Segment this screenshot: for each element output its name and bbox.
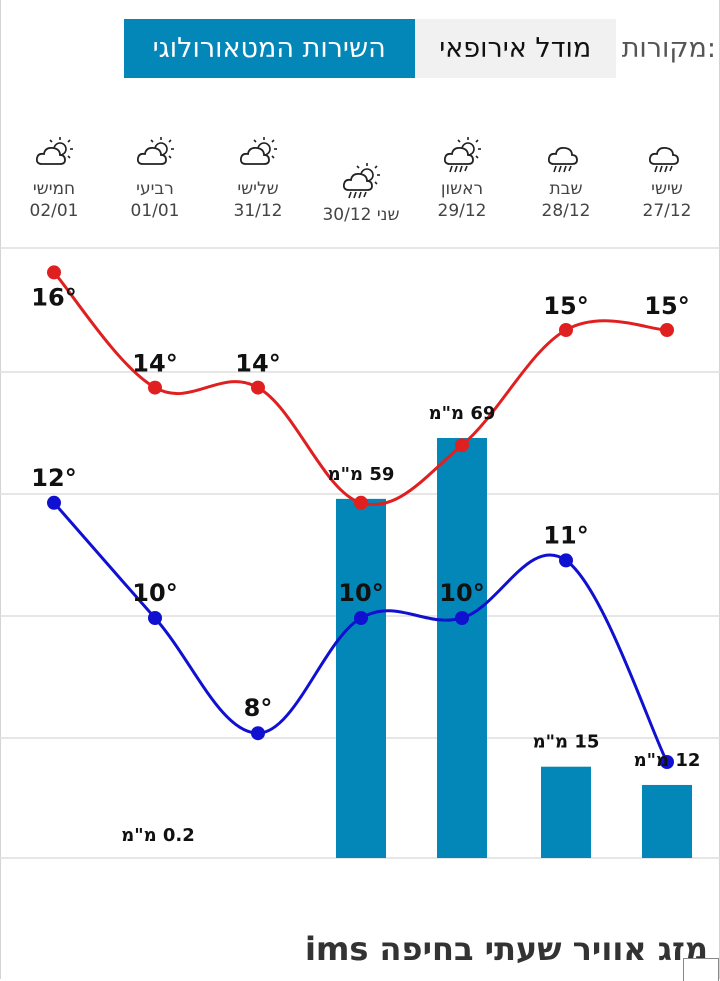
day-name: שלישי [237, 179, 279, 199]
max-temp-point [559, 323, 573, 337]
rain-label: 59 מ"מ [328, 464, 395, 485]
day-column[interactable]: שלישי 31/12 [208, 134, 308, 222]
day-column[interactable]: חמישי 02/01 [4, 134, 104, 222]
max-temp-label: 16° [31, 283, 76, 311]
day-date: 30/12 [322, 205, 372, 225]
day-date: 31/12 [233, 201, 283, 221]
day-column[interactable]: שישי 27/12 [617, 134, 717, 222]
day-name: שני [376, 205, 400, 225]
source-european-model-button[interactable]: מודל אירופאי [414, 19, 616, 78]
rain-cloud-icon [516, 134, 616, 178]
max-temp-point [660, 323, 674, 337]
rain-bar [541, 766, 591, 858]
sun-rain-cloud-icon [311, 160, 411, 204]
max-temp-point [47, 265, 61, 280]
hourly-forecast-title: מזג אוויר שעתי בחיפה ims [305, 930, 708, 968]
day-name-date: שני 30/12 [311, 204, 411, 226]
min-temp-point [455, 611, 469, 625]
max-temp-label: 15° [644, 292, 689, 320]
min-temp-point [251, 726, 265, 741]
rain-label: 15 מ"מ [533, 732, 600, 753]
forecast-chart: 15° 15° 14° 14° 16° 11° 10° 10° 8° 10° 12° 12 מ"מ 15… [0, 247, 720, 859]
day-name: שבת [549, 179, 583, 199]
rain-bar [336, 498, 386, 858]
sun-rain-cloud-icon [412, 134, 512, 178]
rain-label: 12 מ"מ [634, 750, 701, 771]
max-temp-point [251, 380, 265, 395]
min-temp-point [660, 755, 674, 769]
sun-cloud-icon [105, 134, 205, 178]
min-temp-label: 12° [31, 464, 76, 492]
source-ims-button[interactable]: השירות המטאורולוגי [123, 19, 415, 78]
min-temp-label: 11° [543, 521, 588, 549]
day-date: 27/12 [642, 201, 692, 221]
sources-bar: מקורות: מודל אירופאי השירות המטאורולוגי [123, 19, 720, 78]
day-name: חמישי [32, 179, 76, 199]
day-date: 29/12 [437, 201, 487, 221]
min-temp-point [559, 553, 573, 568]
day-date: 01/01 [130, 201, 180, 221]
rain-label: 0.2 מ"מ [121, 825, 195, 846]
day-name: רביעי [136, 179, 174, 199]
rain-bar [437, 438, 487, 858]
min-temp-point [148, 611, 162, 625]
max-temp-label: 15° [543, 292, 588, 320]
day-column[interactable]: ראשון 29/12 [412, 134, 512, 222]
sun-cloud-icon [208, 134, 308, 178]
day-column[interactable]: שבת 28/12 [516, 134, 616, 222]
day-column[interactable]: שני 30/12 [311, 160, 411, 226]
max-temp-label: 14° [132, 350, 177, 378]
day-column[interactable]: רביעי 01/01 [105, 134, 205, 222]
day-date: 02/01 [29, 201, 79, 221]
rain-label: 69 מ"מ [429, 403, 496, 424]
day-name: שישי [651, 179, 683, 199]
max-temp-label: 14° [235, 350, 280, 378]
rain-cloud-icon [617, 134, 717, 178]
corner-control[interactable] [683, 958, 719, 981]
min-temp-point [47, 495, 61, 510]
sources-label: מקורות: [621, 33, 716, 64]
day-name: ראשון [440, 179, 484, 199]
sun-cloud-icon [4, 134, 104, 178]
max-temp-point [148, 380, 162, 395]
max-temp-point [354, 495, 368, 510]
min-temp-label: 10° [132, 579, 177, 607]
min-temp-label: 10° [439, 579, 484, 607]
day-date: 28/12 [541, 201, 591, 221]
days-header: שישי 27/12 שבת 28/12 ראשון 29/12 שני 30/12 שליש… [0, 130, 720, 230]
min-temp-point [354, 611, 368, 625]
max-temp-point [455, 438, 469, 453]
min-temp-label: 8° [244, 694, 273, 722]
min-temp-label: 10° [338, 579, 383, 607]
rain-bar [642, 784, 692, 858]
